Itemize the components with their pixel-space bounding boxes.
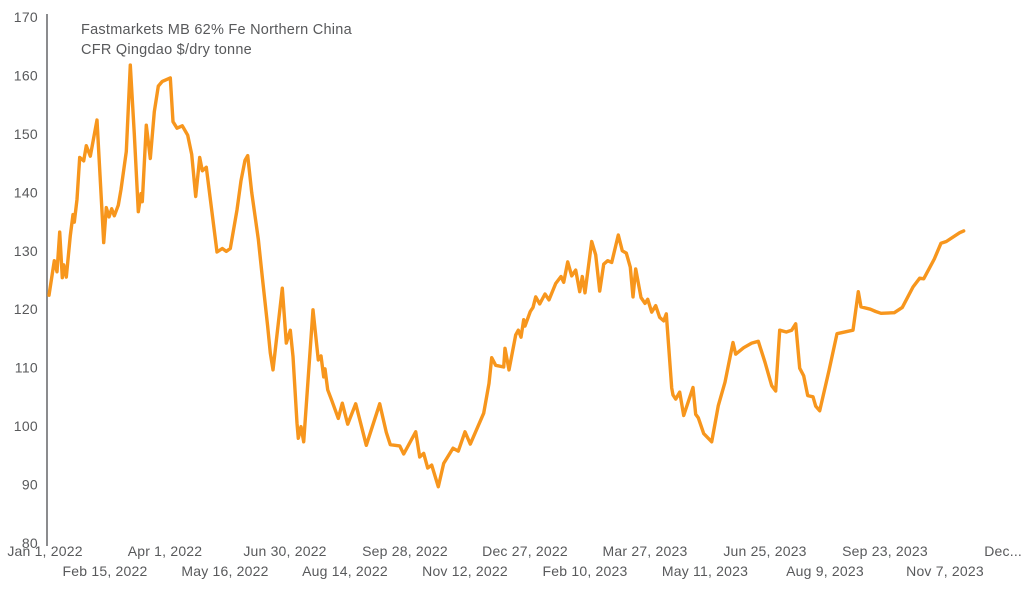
x-tick-label: Feb 15, 2022 — [63, 563, 148, 579]
x-tick-label: Jun 30, 2022 — [243, 543, 326, 559]
x-tick-label: Jun 25, 2023 — [723, 543, 806, 559]
y-tick-label: 80 — [22, 535, 38, 551]
x-tick-label: Mar 27, 2023 — [603, 543, 688, 559]
y-tick-label: 130 — [14, 243, 38, 259]
y-tick-label: 120 — [14, 301, 38, 317]
x-tick-label: Sep 28, 2022 — [362, 543, 448, 559]
x-tick-label: Dec 27, 2022 — [482, 543, 568, 559]
price-line-series — [47, 63, 966, 489]
y-tick-label: 160 — [14, 68, 38, 84]
x-tick-label: Aug 9, 2023 — [786, 563, 864, 579]
y-tick-label: 100 — [14, 418, 38, 434]
x-tick-label: May 11, 2023 — [662, 563, 748, 579]
x-tick-label: Nov 12, 2022 — [422, 563, 508, 579]
x-tick-label: Apr 1, 2022 — [128, 543, 203, 559]
x-tick-label: Nov 7, 2023 — [906, 563, 984, 579]
x-tick-label: Sep 23, 2023 — [842, 543, 928, 559]
x-tick-label: May 16, 2022 — [181, 563, 268, 579]
chart-title: Fastmarkets MB 62% Fe Northern China CFR… — [81, 21, 352, 60]
x-tick-label: Jan 1, 2022 — [7, 543, 82, 559]
x-tick-label: Dec... — [984, 543, 1022, 559]
y-tick-label: 170 — [14, 9, 38, 25]
y-tick-label: 150 — [14, 126, 38, 142]
chart-title-line1: Fastmarkets MB 62% Fe Northern China — [81, 22, 352, 38]
y-tick-label: 90 — [22, 476, 38, 492]
y-tick-label: 140 — [14, 184, 38, 200]
chart-title-line2: CFR Qingdao $/dry tonne — [81, 41, 252, 58]
x-tick-label: Feb 10, 2023 — [543, 563, 628, 579]
x-tick-label: Aug 14, 2022 — [302, 563, 388, 579]
y-tick-label: 110 — [15, 360, 38, 376]
